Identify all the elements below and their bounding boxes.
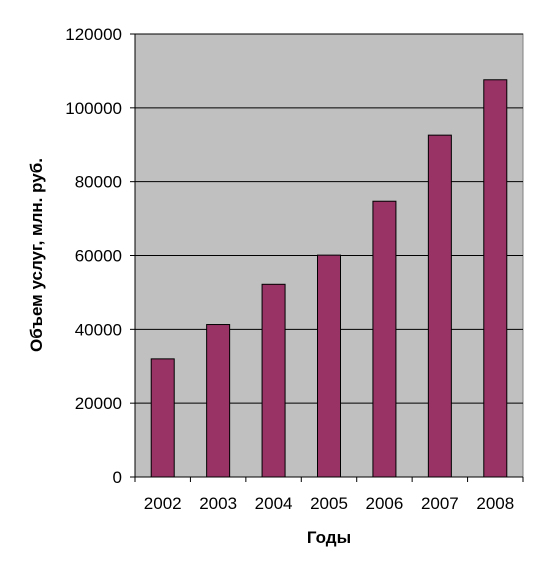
x-tick-label: 2002: [144, 494, 182, 513]
x-axis-ticks: 2002 2003 2004 2005 2006 2007 2008: [134, 477, 524, 513]
x-tick-label: 2006: [366, 494, 404, 513]
x-tick-label: 2003: [199, 494, 237, 513]
x-tick-label: 2004: [255, 494, 293, 513]
y-tick-label: 40000: [75, 320, 122, 339]
bar-2008: [483, 79, 508, 478]
bar-2006: [372, 200, 397, 478]
y-tick-label: 80000: [75, 173, 122, 192]
y-axis-title: Объем услуг, млн. руб.: [27, 158, 46, 352]
bar-2005: [316, 254, 342, 478]
y-tick-label: 60000: [75, 247, 122, 266]
y-axis-ticks: 0 20000 40000 60000 80000 100000 120000: [65, 25, 135, 487]
x-tick-label: 2008: [476, 494, 514, 513]
bar-2003: [206, 324, 231, 478]
bar-2002: [150, 358, 175, 478]
y-tick-label: 0: [113, 468, 122, 487]
y-tick-label: 120000: [65, 25, 122, 44]
y-tick-label: 100000: [65, 99, 122, 118]
x-axis-title: Годы: [307, 528, 351, 547]
x-tick-label: 2005: [310, 494, 348, 513]
bar-2004: [261, 283, 286, 478]
gridlines: [135, 33, 523, 404]
bar-2007: [427, 134, 452, 478]
x-tick-label: 2007: [421, 494, 459, 513]
bar-series: [150, 79, 508, 478]
y-tick-label: 20000: [75, 394, 122, 413]
